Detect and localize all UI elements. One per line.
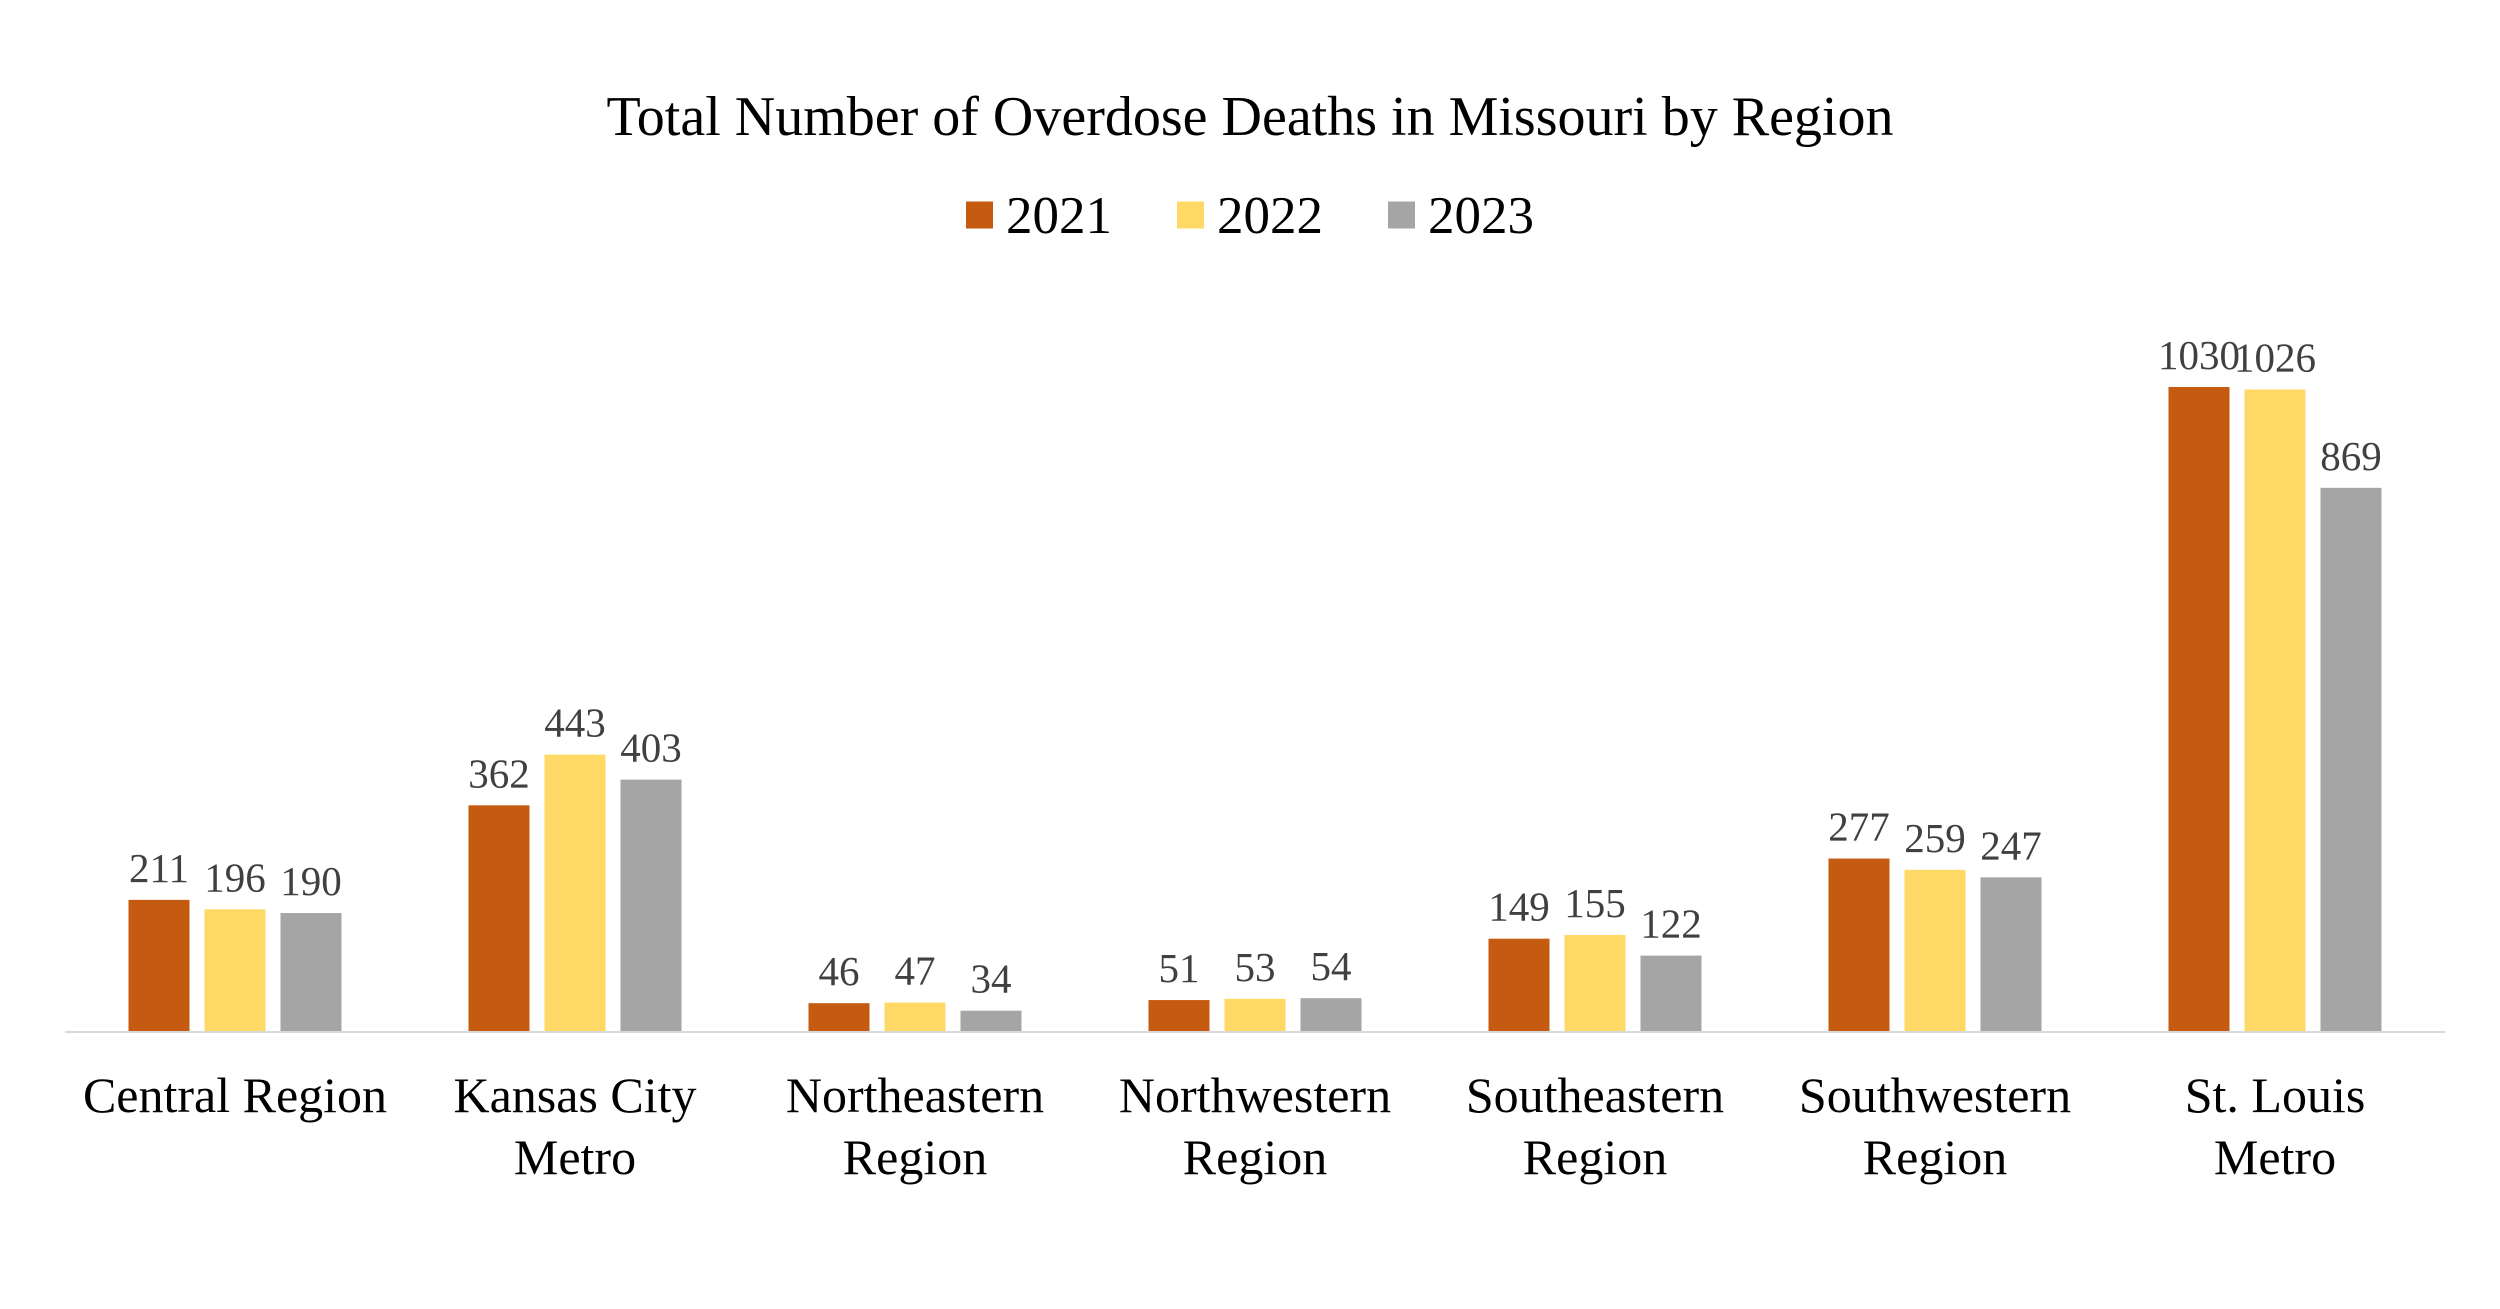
data-label-2022-6: 1026 [2234, 335, 2316, 381]
category-label-1: Kansas City Metro [453, 1067, 696, 1185]
data-label-2022-5: 259 [1904, 815, 1966, 861]
bar-2021-2 [808, 1003, 870, 1032]
bar-2021-6 [2168, 387, 2230, 1032]
bar-2022-2 [884, 1002, 946, 1032]
data-label-2021-5: 277 [1828, 804, 1890, 850]
legend-swatch-2023 [1388, 201, 1415, 229]
data-label-2023-4: 122 [1640, 901, 1702, 947]
data-label-2021-2: 46 [819, 948, 860, 994]
data-label-2023-0: 190 [280, 858, 342, 904]
category-label-2: Northeastern Region [786, 1067, 1044, 1185]
data-label-2023-6: 869 [2320, 433, 2382, 479]
data-labels: 211 196 190 362 443 403 46 47 34 51 53 54 149 155 122 2… [129, 332, 2382, 1002]
bar-2022-3 [1224, 998, 1286, 1032]
data-label-2021-4: 149 [1488, 884, 1550, 930]
bar-2021-1 [468, 805, 530, 1032]
category-label-5: Southwestern Region [1799, 1067, 2071, 1185]
category-label-6: St. Louis Metro [2185, 1067, 2366, 1185]
data-label-2022-0: 196 [204, 854, 266, 900]
bar-2023-6 [2320, 487, 2382, 1032]
bar-2021-0 [128, 899, 190, 1032]
bar-2021-4 [1488, 938, 1550, 1032]
data-label-2022-2: 47 [895, 948, 936, 994]
data-label-2021-6: 1030 [2158, 332, 2240, 378]
data-label-2023-5: 247 [1980, 822, 2042, 868]
data-label-2023-3: 54 [1311, 943, 1352, 989]
data-label-2023-2: 34 [971, 956, 1012, 1002]
data-label-2022-3: 53 [1235, 944, 1276, 990]
bar-2022-6 [2244, 389, 2306, 1032]
bar-2022-4 [1564, 934, 1626, 1032]
bar-2023-2 [960, 1010, 1022, 1032]
data-label-2021-0: 211 [129, 845, 189, 891]
legend-swatch-2021 [966, 201, 993, 229]
data-label-2021-3: 51 [1159, 945, 1200, 991]
legend-label-2022: 2022 [1217, 187, 1323, 245]
category-label-4: Southeastern Region [1466, 1067, 1724, 1185]
bars [128, 387, 2382, 1032]
bar-2023-5 [1980, 877, 2042, 1032]
bar-2022-5 [1904, 869, 1966, 1032]
bar-2022-1 [544, 754, 606, 1032]
bar-2021-3 [1148, 1000, 1210, 1032]
chart-title: Total Number of Overdose Deaths in Misso… [607, 86, 1894, 148]
bar-2023-0 [280, 913, 342, 1032]
data-label-2022-1: 443 [544, 700, 606, 746]
data-label-2023-1: 403 [620, 725, 682, 771]
bar-2023-4 [1640, 955, 1702, 1032]
category-label-3: Northwestern Region [1119, 1067, 1391, 1185]
category-labels: Central Region Kansas City Metro Northeaste… [83, 1067, 2365, 1185]
bar-2023-3 [1300, 998, 1362, 1032]
legend-label-2023: 2023 [1428, 187, 1534, 245]
category-label-0: Central Region [83, 1067, 387, 1123]
legend-swatch-2022 [1177, 201, 1204, 229]
data-label-2021-1: 362 [468, 750, 530, 796]
data-label-2022-4: 155 [1564, 880, 1626, 926]
bar-2022-0 [204, 909, 266, 1032]
legend: 2021 2022 2023 [966, 187, 1534, 245]
legend-label-2021: 2021 [1006, 187, 1112, 245]
bar-2021-5 [1828, 858, 1890, 1032]
bar-2023-1 [620, 779, 682, 1032]
